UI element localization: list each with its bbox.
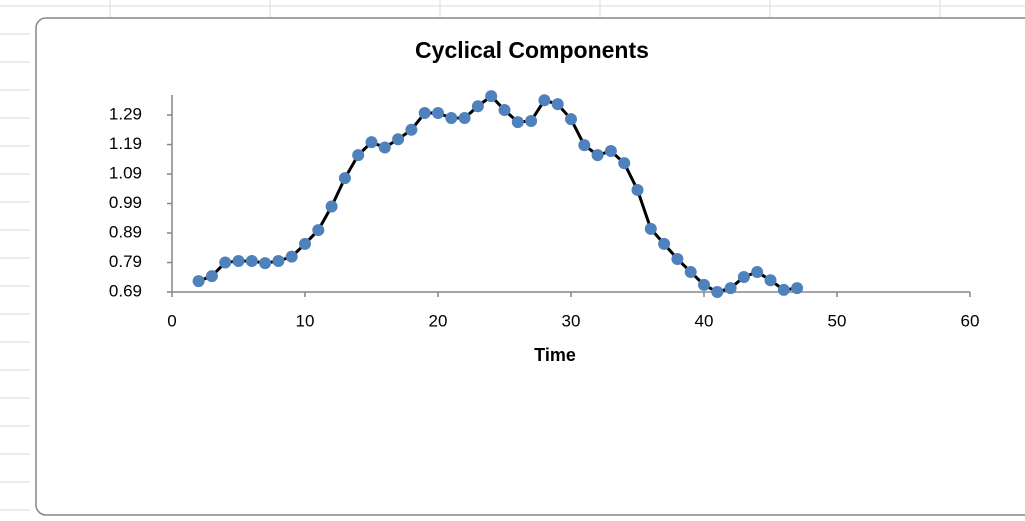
y-tick-label: 0.99 [109,193,142,212]
data-point [365,136,378,149]
chart-title: Cyclical Components [415,37,649,63]
data-point [644,222,657,235]
data-point [192,275,205,288]
data-point [777,283,790,296]
data-point [285,250,298,263]
data-point [671,252,684,265]
data-point [445,112,458,125]
data-point [392,133,405,146]
data-point [471,100,484,113]
data-point [458,112,471,125]
data-point [245,255,258,268]
data-point [498,104,511,117]
data-point [684,265,697,278]
data-point [737,270,750,283]
data-point [791,282,804,295]
data-point [565,113,577,126]
x-tick-label: 40 [695,311,714,330]
x-axis-title: Time [534,345,576,365]
data-point [312,224,325,237]
data-point [338,172,351,185]
data-point [205,270,218,283]
y-tick-label: 1.29 [109,105,142,124]
y-tick-label: 1.09 [109,164,142,183]
data-point [724,282,737,295]
y-tick-label: 1.19 [109,134,142,153]
data-point [604,145,617,158]
x-tick-label: 30 [562,311,581,330]
x-tick-label: 20 [429,311,448,330]
data-point [511,116,524,129]
data-point [485,90,498,103]
data-point [631,183,644,196]
data-point [578,139,591,152]
data-point [418,106,431,119]
data-point [325,200,338,213]
chart-area[interactable] [35,17,1025,516]
data-point [525,114,538,127]
data-point [711,286,724,298]
plot: 0.69 0.79 0.89 0.99 1.09 1.19 1.29 0 10 20 30 40 50 6… [109,90,980,330]
data-point [232,255,245,268]
x-tick-label: 10 [296,311,315,330]
x-tick-label: 60 [961,311,980,330]
data-point [751,265,764,278]
data-point [551,98,564,111]
series-line [198,94,798,294]
x-tick-label: 50 [828,311,847,330]
data-point [618,157,631,170]
data-point [219,256,232,269]
data-point [299,237,311,250]
data-point [538,94,551,107]
data-point [698,278,710,291]
data-point [405,123,418,136]
data-point [352,149,365,162]
y-tick-label: 0.89 [109,223,142,242]
y-tick-label: 0.69 [109,281,142,300]
y-tick-label: 0.79 [109,252,142,271]
x-tick-label: 0 [167,311,176,330]
data-point [259,257,272,270]
data-point [764,274,777,287]
data-point [591,149,604,162]
data-point [658,237,671,250]
data-point [378,141,391,154]
data-point [432,106,444,119]
data-point [272,255,285,268]
